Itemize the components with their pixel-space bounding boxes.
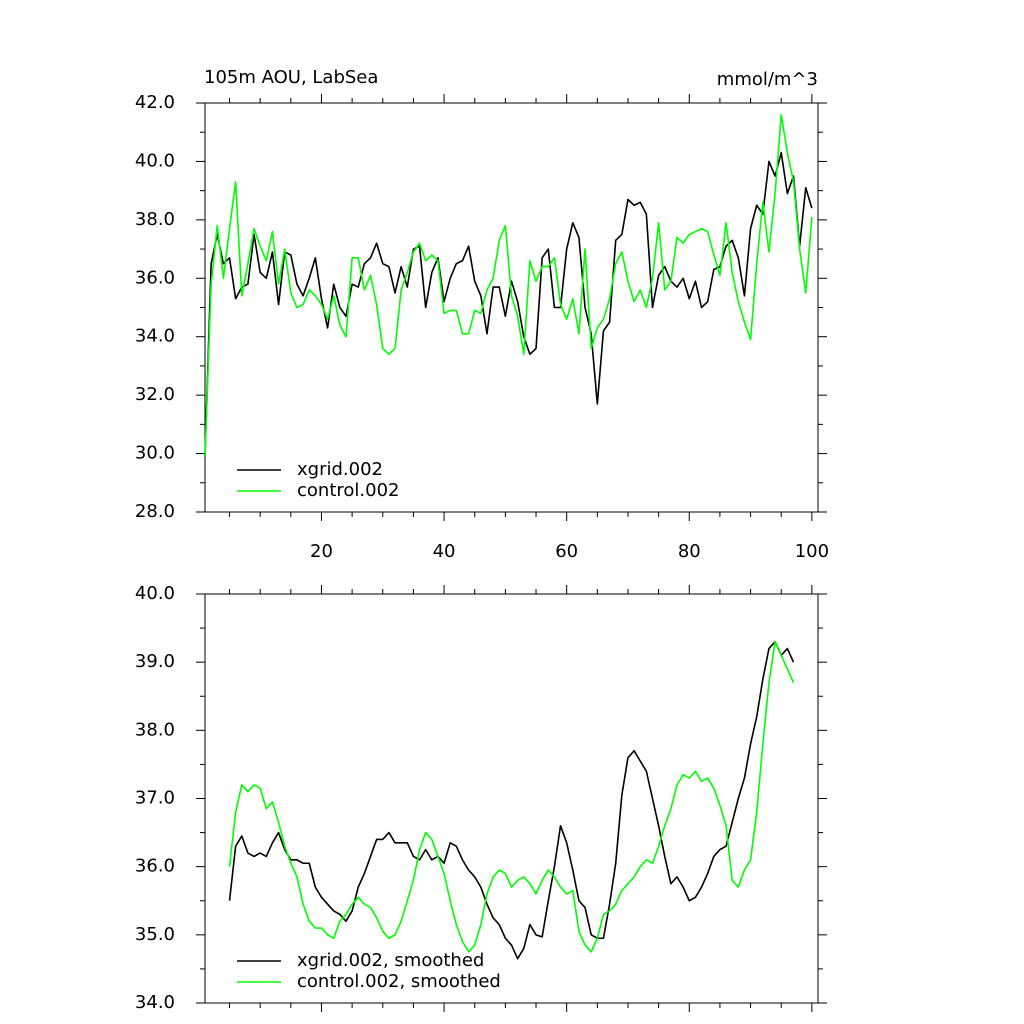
y-tick-label: 38.0 [135,209,175,230]
legend-label: xgrid.002, smoothed [297,950,484,971]
units-label: mmol/m^3 [717,69,818,90]
y-tick-label: 36.0 [135,267,175,288]
legend-label: control.002, smoothed [297,971,501,992]
data-line [228,640,795,960]
legend-label: xgrid.002 [297,459,383,480]
y-tick-label: 39.0 [135,651,175,672]
x-tick-label: 60 [555,541,578,562]
plot-frame [204,593,819,1004]
y-tick-label: 34.0 [135,326,175,347]
x-tick-label: 40 [433,541,456,562]
y-tick-label: 38.0 [135,719,175,740]
y-tick-label: 32.0 [135,384,175,405]
x-tick-label: 80 [678,541,701,562]
y-tick-label: 34.0 [135,992,175,1013]
y-tick-label: 28.0 [135,501,175,522]
y-tick-label: 30.0 [135,443,175,464]
y-tick-label: 36.0 [135,856,175,877]
data-line [228,640,795,953]
y-tick-label: 40.0 [135,150,175,171]
y-tick-label: 37.0 [135,788,175,809]
y-tick-label: 40.0 [135,583,175,604]
chart-title: 105m AOU, LabSea [204,67,378,88]
x-tick-label: 100 [795,541,829,562]
data-line [204,151,813,457]
y-tick-label: 42.0 [135,92,175,113]
x-tick-label: 20 [310,541,333,562]
legend-label: control.002 [297,480,399,501]
y-tick-label: 35.0 [135,924,175,945]
data-line [204,113,813,457]
